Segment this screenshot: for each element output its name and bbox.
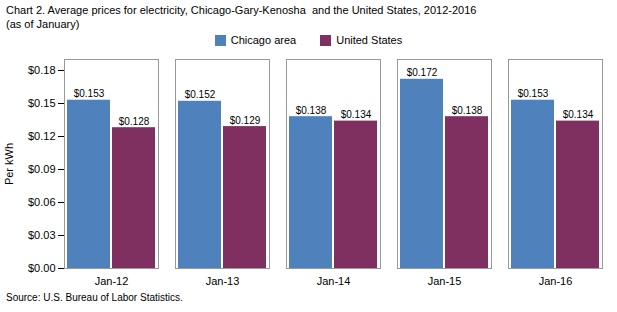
- svg-text:Jan-15: Jan-15: [428, 275, 462, 287]
- svg-text:$0.18: $0.18: [28, 64, 56, 76]
- svg-text:$0.134: $0.134: [563, 109, 594, 120]
- svg-text:$0.15: $0.15: [28, 97, 56, 109]
- svg-text:$0.09: $0.09: [28, 163, 56, 175]
- svg-text:$0.03: $0.03: [28, 229, 56, 241]
- html-text:Chart 2. Average prices for el: Chart 2. Average prices for electricity,…: [6, 4, 477, 30]
- svg-text:$0.153: $0.153: [74, 88, 105, 99]
- svg-text:Per kWh: Per kWh: [3, 143, 15, 185]
- svg-text:$0.12: $0.12: [28, 130, 56, 142]
- html-text:Source: U.S. Bureau of Labor S: Source: U.S. Bureau of Labor Statistics.: [6, 292, 183, 303]
- svg-text:$0.172: $0.172: [407, 67, 438, 78]
- svg-text:Jan-14: Jan-14: [317, 275, 351, 287]
- svg-text:$0.152: $0.152: [185, 89, 216, 100]
- svg-text:Jan-12: Jan-12: [95, 275, 129, 287]
- svg-text:$0.128: $0.128: [119, 116, 150, 127]
- svg-text:Jan-13: Jan-13: [206, 275, 240, 287]
- svg-text:$0.129: $0.129: [230, 115, 261, 126]
- svg-text:$0.06: $0.06: [28, 196, 56, 208]
- svg-text:$0.134: $0.134: [341, 109, 372, 120]
- svg-text:$0.138: $0.138: [452, 105, 483, 116]
- svg-text:$0.138: $0.138: [296, 105, 327, 116]
- svg-text:$0.153: $0.153: [518, 88, 549, 99]
- html-text:United States: United States: [336, 34, 403, 46]
- svg-text:$0.00: $0.00: [28, 262, 56, 274]
- html-text:Chicago area: Chicago area: [230, 34, 297, 46]
- svg-text:Jan-16: Jan-16: [539, 275, 573, 287]
